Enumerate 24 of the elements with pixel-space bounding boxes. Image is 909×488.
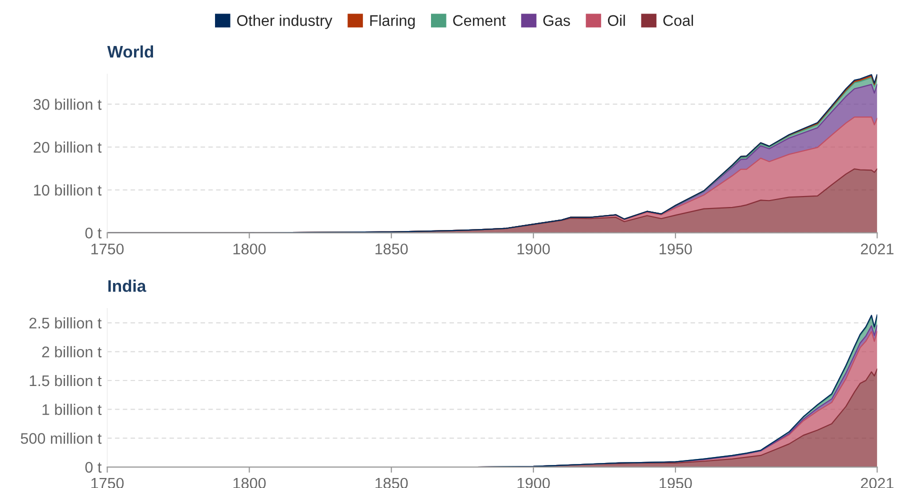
- y-tick-label: 0 t: [85, 228, 102, 238]
- y-tick-label: 30 billion t: [34, 98, 102, 110]
- legend-label: Other industry: [237, 14, 332, 29]
- legend-label: Oil: [608, 14, 625, 26]
- y-tick-label: 1.5 billion t: [30, 374, 102, 386]
- x-tick-label: 1900: [518, 244, 550, 254]
- y-tick-label: 2.5 billion t: [29, 317, 102, 329]
- y-tick-label: 2 billion t: [42, 346, 102, 358]
- x-tick-label: 2021: [860, 244, 894, 254]
- x-tick-label: 1950: [660, 244, 692, 254]
- y-tick-label: 500 million t: [20, 432, 102, 444]
- y-tick-label: 20 billion t: [34, 142, 102, 153]
- legend-label: Gas: [543, 15, 570, 26]
- x-tick-label: 1850: [376, 244, 408, 254]
- legend-label: Flaring: [370, 14, 415, 29]
- x-tick-label: 1800: [233, 244, 266, 254]
- chart-title: World: [107, 45, 154, 58]
- x-tick-label: 1750: [91, 244, 124, 254]
- legend-label: Coal: [663, 14, 693, 26]
- y-tick-label: 1 billion t: [42, 404, 102, 416]
- legend-label: Cement: [453, 15, 506, 26]
- y-tick-label: 0 t: [85, 462, 102, 473]
- y-tick-label: 10 billion t: [34, 184, 102, 196]
- chart-title: India: [108, 280, 146, 292]
